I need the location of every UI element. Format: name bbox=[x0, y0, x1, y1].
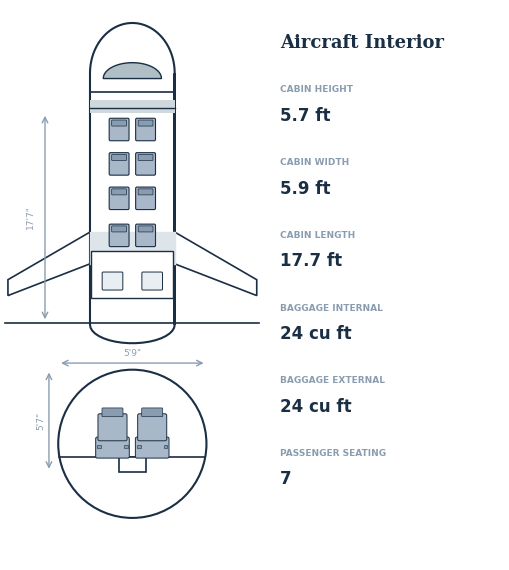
FancyBboxPatch shape bbox=[102, 408, 123, 417]
FancyBboxPatch shape bbox=[111, 154, 127, 161]
Bar bbox=[124, 445, 128, 447]
FancyBboxPatch shape bbox=[102, 272, 123, 290]
Text: PASSENGER SEATING: PASSENGER SEATING bbox=[280, 449, 386, 458]
Text: Aircraft Interior: Aircraft Interior bbox=[280, 34, 444, 52]
Bar bbox=[91, 251, 174, 298]
FancyBboxPatch shape bbox=[138, 226, 153, 232]
Bar bbox=[90, 100, 175, 113]
FancyBboxPatch shape bbox=[135, 187, 156, 210]
FancyBboxPatch shape bbox=[109, 224, 129, 247]
FancyBboxPatch shape bbox=[111, 226, 127, 232]
Text: 5.7 ft: 5.7 ft bbox=[280, 107, 330, 125]
FancyBboxPatch shape bbox=[135, 224, 156, 247]
Text: BAGGAGE INTERNAL: BAGGAGE INTERNAL bbox=[280, 303, 383, 312]
Bar bbox=[137, 445, 140, 447]
FancyBboxPatch shape bbox=[142, 272, 162, 290]
Bar bbox=[119, 457, 146, 471]
Text: BAGGAGE EXTERNAL: BAGGAGE EXTERNAL bbox=[280, 376, 385, 385]
FancyBboxPatch shape bbox=[135, 153, 156, 175]
FancyBboxPatch shape bbox=[138, 189, 153, 195]
Text: 5'7": 5'7" bbox=[37, 412, 45, 430]
FancyBboxPatch shape bbox=[138, 154, 153, 161]
Text: 5.9 ft: 5.9 ft bbox=[280, 180, 330, 198]
Text: CABIN WIDTH: CABIN WIDTH bbox=[280, 158, 349, 167]
Polygon shape bbox=[90, 23, 175, 343]
Text: 24 cu ft: 24 cu ft bbox=[280, 325, 352, 343]
FancyBboxPatch shape bbox=[109, 153, 129, 175]
FancyBboxPatch shape bbox=[111, 189, 127, 195]
FancyBboxPatch shape bbox=[111, 120, 127, 126]
FancyBboxPatch shape bbox=[109, 118, 129, 141]
FancyBboxPatch shape bbox=[135, 118, 156, 141]
FancyBboxPatch shape bbox=[142, 408, 163, 417]
Text: CABIN HEIGHT: CABIN HEIGHT bbox=[280, 86, 353, 95]
Text: 5'9": 5'9" bbox=[123, 349, 142, 359]
FancyBboxPatch shape bbox=[98, 414, 127, 441]
Text: 24 cu ft: 24 cu ft bbox=[280, 398, 352, 416]
Bar bbox=[164, 445, 167, 447]
Bar bbox=[97, 445, 101, 447]
Text: 17'7": 17'7" bbox=[26, 206, 35, 230]
FancyBboxPatch shape bbox=[135, 437, 169, 458]
Text: 7: 7 bbox=[280, 470, 292, 488]
FancyBboxPatch shape bbox=[138, 120, 153, 126]
FancyBboxPatch shape bbox=[109, 187, 129, 210]
Text: CABIN LENGTH: CABIN LENGTH bbox=[280, 231, 355, 240]
Circle shape bbox=[58, 370, 207, 518]
Text: 17.7 ft: 17.7 ft bbox=[280, 252, 342, 270]
FancyBboxPatch shape bbox=[96, 437, 129, 458]
FancyBboxPatch shape bbox=[137, 414, 167, 441]
Polygon shape bbox=[175, 232, 257, 296]
Polygon shape bbox=[8, 232, 90, 296]
Polygon shape bbox=[103, 63, 161, 79]
